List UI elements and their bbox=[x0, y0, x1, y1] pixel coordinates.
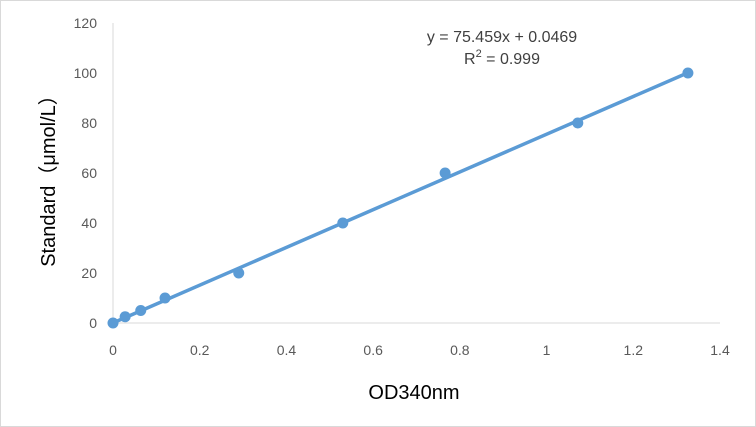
data-point bbox=[107, 317, 119, 329]
x-tick-label: 0.4 bbox=[277, 342, 297, 358]
data-point bbox=[233, 267, 245, 279]
data-point bbox=[682, 67, 694, 79]
data-point bbox=[119, 311, 131, 323]
y-tick-label: 40 bbox=[81, 215, 97, 231]
data-point bbox=[159, 292, 171, 304]
y-tick-label: 120 bbox=[74, 15, 98, 31]
x-tick-label: 0.2 bbox=[190, 342, 210, 358]
r2-value: = 0.999 bbox=[482, 51, 540, 68]
r-squared: R2 = 0.999 bbox=[464, 48, 540, 68]
data-point bbox=[439, 167, 451, 179]
y-tick-label: 20 bbox=[81, 265, 97, 281]
r2-superscript: 2 bbox=[476, 48, 482, 60]
x-tick-label: 0.6 bbox=[363, 342, 383, 358]
r2-label: R bbox=[464, 51, 476, 68]
data-point bbox=[572, 117, 584, 129]
x-tick-label: 1.2 bbox=[624, 342, 644, 358]
y-tick-label: 0 bbox=[89, 315, 97, 331]
x-tick-label: 0.8 bbox=[450, 342, 470, 358]
x-tick-label: 1 bbox=[543, 342, 551, 358]
y-tick-label: 60 bbox=[81, 165, 97, 181]
y-axis-label: Standard（μmol/L） bbox=[37, 85, 60, 267]
x-axis-label: OD340nm bbox=[368, 382, 459, 404]
trendline bbox=[112, 71, 689, 325]
data-point bbox=[135, 305, 147, 316]
data-point bbox=[337, 217, 349, 229]
y-tick-label: 100 bbox=[74, 65, 98, 81]
y-tick-label: 80 bbox=[81, 115, 97, 131]
trendline-equation: y = 75.459x + 0.0469 bbox=[427, 29, 577, 46]
x-tick-label: 0 bbox=[109, 342, 117, 358]
x-tick-label: 1.4 bbox=[710, 342, 730, 358]
